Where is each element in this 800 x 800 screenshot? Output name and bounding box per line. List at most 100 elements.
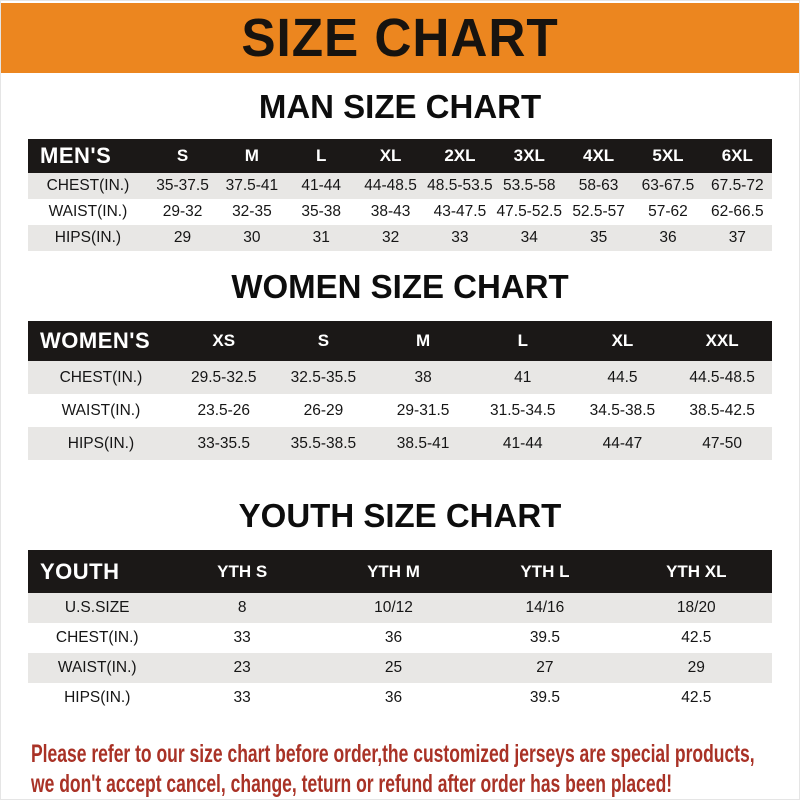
table-header-row: YOUTH YTH S YTH M YTH L YTH XL	[28, 550, 772, 593]
size-column-header: S	[273, 321, 374, 361]
table-row: WAIST(IN.) 29-32 32-35 35-38 38-43 43-47.5 47.…	[28, 199, 772, 225]
size-column-header: L	[472, 321, 573, 361]
size-value-cell: 36	[384, 689, 403, 706]
man-size-chart-table: MEN'S S M L XL 2XL 3XL 4XL 5XL 6XL CHEST(IN.) 35-37…	[28, 139, 772, 251]
size-value-cell: 35.5-38.5	[290, 434, 357, 452]
size-column-header: M	[373, 321, 473, 361]
row-label: HIPS(IN.)	[64, 689, 131, 706]
size-value-cell: 14/16	[525, 599, 565, 616]
sections-container: MAN SIZE CHART MEN'S S M L XL 2XL 3XL 4XL 5XL 6XL C…	[1, 89, 799, 713]
size-value-cell: 37	[728, 229, 746, 246]
size-value-cell: 34.5-38.5	[589, 401, 656, 419]
size-value-cell: 33	[451, 229, 469, 246]
table-row: HIPS(IN.) 33-35.5 35.5-38.5 38.5-41 41-44 44-…	[28, 427, 772, 460]
row-label: CHEST(IN.)	[59, 368, 143, 386]
size-value-cell: 29-31.5	[396, 401, 450, 419]
youth-size-chart-title: YOUTH SIZE CHART	[238, 497, 562, 534]
table-row: WAIST(IN.) 23 25 27 29	[28, 653, 772, 683]
size-value-cell: 31.5-34.5	[490, 401, 556, 419]
man-size-chart-title: MAN SIZE CHART	[258, 88, 542, 125]
size-column-header: 2XL	[425, 139, 495, 173]
women-size-chart-title: WOMEN SIZE CHART	[231, 268, 569, 305]
size-value-cell: 41-44	[502, 434, 543, 452]
size-column-header: XL	[572, 321, 673, 361]
size-value-cell: 43-47.5	[433, 203, 487, 220]
size-value-cell: 18/20	[676, 599, 716, 616]
size-column-header: M	[217, 139, 287, 173]
size-value-cell: 38-43	[370, 203, 411, 220]
table-row: HIPS(IN.) 29 30 31 32 33 34 35 36 37	[28, 225, 772, 251]
size-column-header: XXL	[672, 321, 772, 361]
size-value-cell: 26-29	[303, 401, 344, 419]
row-label: WAIST(IN.)	[61, 401, 141, 419]
row-label: U.S.SIZE	[64, 599, 130, 616]
size-value-cell: 44-48.5	[364, 177, 417, 194]
table-header-label: WOMEN'S	[28, 321, 174, 361]
size-value-cell: 36	[384, 629, 403, 646]
size-value-cell: 53.5-58	[502, 177, 556, 194]
size-value-cell: 42.5	[681, 629, 712, 646]
size-value-cell: 44.5-48.5	[689, 368, 755, 386]
size-value-cell: 32.5-35.5	[290, 368, 357, 386]
table-row: WAIST(IN.) 23.5-26 26-29 29-31.5 31.5-34.5 34…	[28, 394, 772, 427]
size-value-cell: 32-35	[232, 203, 272, 220]
row-label: CHEST(IN.)	[55, 629, 139, 646]
size-value-cell: 30	[243, 229, 261, 246]
size-column-header: L	[286, 139, 356, 173]
size-value-cell: 33	[233, 689, 251, 706]
size-column-header: 3XL	[494, 139, 564, 173]
table-row: CHEST(IN.) 29.5-32.5 32.5-35.5 38 41 44.5 44.5…	[28, 361, 772, 394]
table-header-row: MEN'S S M L XL 2XL 3XL 4XL 5XL 6XL	[28, 139, 772, 173]
size-column-header: YTH S	[166, 550, 318, 593]
size-value-cell: 29-32	[162, 203, 203, 220]
row-label: CHEST(IN.)	[46, 177, 130, 194]
size-value-cell: 41	[514, 368, 532, 386]
size-value-cell: 33	[233, 629, 251, 646]
size-value-cell: 47.5-52.5	[496, 203, 563, 220]
size-value-cell: 23	[233, 659, 251, 676]
size-value-cell: 41-44	[301, 177, 342, 194]
size-column-header: YTH L	[469, 550, 621, 593]
size-value-cell: 29	[173, 229, 192, 246]
size-value-cell: 47-50	[702, 434, 742, 452]
size-value-cell: 44.5	[607, 368, 638, 386]
table-row: HIPS(IN.) 33 36 39.5 42.5	[28, 683, 772, 713]
size-value-cell: 42.5	[681, 689, 712, 706]
size-value-cell: 52.5-57	[572, 203, 625, 220]
row-label: WAIST(IN.)	[48, 203, 128, 220]
size-value-cell: 63-67.5	[641, 177, 695, 194]
size-value-cell: 8	[237, 599, 247, 616]
table-row: U.S.SIZE 8 10/12 14/16 18/20	[28, 593, 772, 623]
row-label: HIPS(IN.)	[54, 229, 122, 246]
size-value-cell: 39.5	[529, 689, 560, 706]
women-size-chart-table: WOMEN'S XS S M L XL XXL CHEST(IN.) 29.5-32.5 32.5…	[28, 321, 772, 460]
size-value-cell: 36	[659, 229, 677, 246]
size-value-cell: 67.5-72	[711, 177, 764, 194]
size-value-cell: 38.5-41	[396, 434, 450, 452]
table-row: CHEST(IN.) 35-37.5 37.5-41 41-44 44-48.5 48.5…	[28, 173, 772, 199]
banner-title: SIZE CHART	[241, 8, 559, 68]
section-man-size-chart: MAN SIZE CHART MEN'S S M L XL 2XL 3XL 4XL 5XL 6XL C…	[1, 89, 799, 251]
section-women-size-chart: WOMEN SIZE CHART WOMEN'S XS S M L XL XXL CHEST(I…	[1, 269, 799, 460]
size-column-header: YTH M	[317, 550, 470, 593]
size-column-header: XS	[173, 321, 274, 361]
size-value-cell: 29.5-32.5	[190, 368, 257, 386]
size-value-cell: 37.5-41	[225, 177, 279, 194]
table-header-label: MEN'S	[28, 139, 148, 173]
youth-size-chart-table: YOUTH YTH S YTH M YTH L YTH XL U.S.SIZE 8 10/12…	[28, 550, 772, 713]
footer-line-2: we don't accept cancel, change, teturn o…	[31, 770, 673, 798]
size-value-cell: 25	[384, 659, 403, 676]
size-column-header: YTH XL	[620, 550, 772, 593]
row-label: HIPS(IN.)	[67, 434, 135, 452]
footer-notice: Please refer to our size chart before or…	[1, 739, 799, 799]
size-value-cell: 33-35.5	[197, 434, 251, 452]
size-value-cell: 34	[520, 229, 538, 246]
size-column-header: 5XL	[633, 139, 703, 173]
size-chart-banner: SIZE CHART	[1, 3, 799, 73]
size-value-cell: 29	[687, 659, 705, 676]
table-row: CHEST(IN.) 33 36 39.5 42.5	[28, 623, 772, 653]
size-value-cell: 58-63	[578, 177, 619, 194]
size-value-cell: 35-37.5	[156, 177, 209, 194]
row-label: WAIST(IN.)	[57, 659, 137, 676]
